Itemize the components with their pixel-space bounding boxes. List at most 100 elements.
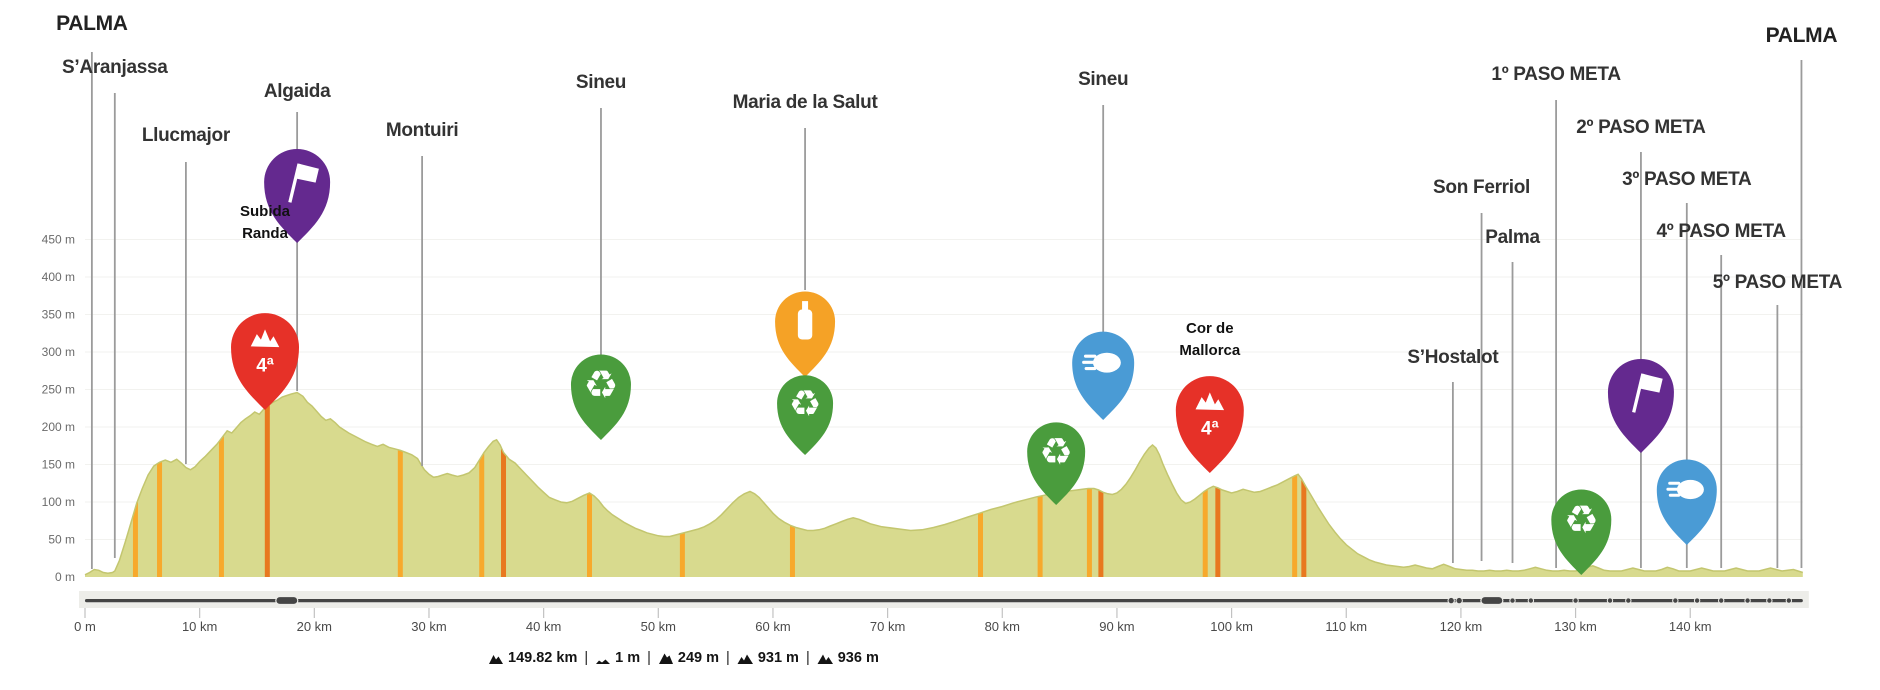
stat-separator: | <box>805 650 810 666</box>
landmark-label: 4º PASO META <box>1657 221 1787 242</box>
sprint-comet-icon <box>1668 493 1681 497</box>
roadbook-dot-marker <box>1672 597 1679 604</box>
landmark-label: Algaida <box>264 81 331 102</box>
sprint-comet-icon <box>1092 352 1121 373</box>
sprint-pin <box>1656 459 1717 545</box>
total-distance-stat: 149.82 km <box>488 650 577 666</box>
x-axis-label: 120 km <box>1440 619 1483 634</box>
y-axis-label: 400 m <box>42 270 75 284</box>
sprint-comet-icon <box>1082 360 1098 364</box>
roadbook-dot-marker <box>1606 597 1614 604</box>
roadbook-dot-marker <box>1509 597 1516 604</box>
climb-category-badge: 4ª <box>1201 419 1220 440</box>
x-axis-label: 40 km <box>526 619 561 634</box>
roadbook-dot-marker <box>1785 597 1793 604</box>
landmark-label: 3º PASO META <box>1622 169 1752 190</box>
y-axis-label: 0 m <box>55 570 75 584</box>
climb-stripe <box>1292 392 1298 577</box>
min-elevation-icon <box>596 659 611 664</box>
total-descent-value: 936 m <box>837 650 879 666</box>
pin-shape <box>1551 489 1612 575</box>
cor-de-mallorca-label: Cor de <box>1186 320 1234 337</box>
climb-stripe <box>1037 392 1043 577</box>
landmark-label: Llucmajor <box>142 125 231 146</box>
sprint-comet-icon <box>1083 354 1097 358</box>
y-axis-label: 300 m <box>42 345 75 359</box>
roadbook-line <box>85 599 1803 603</box>
stat-separator: | <box>726 650 730 666</box>
landmark-label: Sineu <box>576 72 626 93</box>
recycle-icon: ♻ <box>789 383 822 424</box>
pin-shape <box>1656 459 1717 545</box>
climb-stripe <box>479 392 485 577</box>
max-elevation-icon <box>658 653 673 664</box>
climb-stripe <box>501 392 507 577</box>
min-elevation-value: 1 m <box>615 650 641 666</box>
max-elevation-stat: 249 m <box>658 650 719 666</box>
y-axis-label: 450 m <box>42 233 75 247</box>
finish-flag-pin <box>1607 358 1674 453</box>
landmark-label: S’Hostalot <box>1407 347 1499 368</box>
y-axis-label: 200 m <box>42 420 75 434</box>
roadbook-dot-marker <box>1766 597 1773 604</box>
recycle-icon: ♻ <box>1039 430 1073 472</box>
x-axis-label: 10 km <box>182 619 217 634</box>
roadbook-capsule-marker <box>275 595 299 606</box>
recycle-icon: ♻ <box>1564 499 1599 542</box>
recycle-icon: ♻ <box>583 364 618 407</box>
landmark-label: S’Aranjassa <box>62 57 168 78</box>
y-axis-label: 50 m <box>48 533 75 547</box>
waste-zone-pin: ♻ <box>570 354 631 440</box>
pin-shape <box>777 375 834 455</box>
pin-shape <box>1027 422 1086 505</box>
pin-shape <box>1607 358 1674 453</box>
roadbook-dot-marker <box>1527 597 1535 604</box>
roadbook-capsule-marker <box>1480 595 1504 606</box>
x-axis-label: 70 km <box>870 619 905 634</box>
total-descent-icon <box>817 654 833 664</box>
cor-de-mallorca-climb-pin: 4ª <box>1175 376 1244 473</box>
y-axis-label: 350 m <box>42 308 75 322</box>
x-axis-label: 130 km <box>1554 619 1597 634</box>
landmark-label: Montuiri <box>386 120 459 141</box>
x-axis-label: 0 m <box>74 619 96 634</box>
climb-stripe <box>1301 392 1307 577</box>
climb-stripe <box>587 392 593 577</box>
landmark-label: 5º PASO META <box>1713 272 1843 293</box>
stat-separator: | <box>647 650 651 666</box>
y-axis-label: 250 m <box>42 383 75 397</box>
feed-zone-pin <box>775 291 836 377</box>
landmark-label: Maria de la Salut <box>733 92 879 113</box>
climb-stripe <box>679 392 685 577</box>
subida-randa-label: Subida <box>240 203 291 220</box>
x-axis-label: 140 km <box>1669 619 1712 634</box>
roadbook-dot-marker <box>1717 597 1725 604</box>
x-axis-label: 100 km <box>1210 619 1253 634</box>
waste-zone-pin: ♻ <box>1027 422 1086 505</box>
climb-stripe <box>218 392 224 577</box>
cor-de-mallorca-label: Mallorca <box>1179 342 1241 359</box>
subida-randa-label: Randa <box>242 225 289 242</box>
climb-stripe <box>977 392 983 577</box>
x-axis-label: 60 km <box>755 619 790 634</box>
total-distance-icon <box>489 654 503 664</box>
landmark-label: Son Ferriol <box>1433 177 1530 198</box>
sprint-comet-icon <box>1668 481 1681 485</box>
roadbook-dot-marker <box>1693 597 1701 604</box>
roadbook-twin-dot-marker <box>1455 596 1463 605</box>
max-elevation-value: 249 m <box>677 650 720 666</box>
climb-category-badge: 4ª <box>256 356 275 377</box>
elevation-area <box>85 392 1803 577</box>
climb-stripe <box>397 392 403 577</box>
mountain-icon <box>1195 392 1225 411</box>
flag-icon <box>296 163 319 183</box>
x-axis-label: 110 km <box>1325 619 1367 634</box>
y-axis-label: 100 m <box>42 495 75 509</box>
stats-bar: 149.82 km | 1 m | 249 m | 931 m | 936 m <box>488 650 879 666</box>
total-descent-stat: 936 m <box>817 650 879 666</box>
sprint-comet-icon <box>1666 487 1682 491</box>
y-axis-label: 150 m <box>42 458 75 472</box>
flag-icon <box>288 163 301 203</box>
roadbook-dot-marker <box>1625 597 1632 604</box>
sprint-comet-icon <box>1676 479 1704 500</box>
